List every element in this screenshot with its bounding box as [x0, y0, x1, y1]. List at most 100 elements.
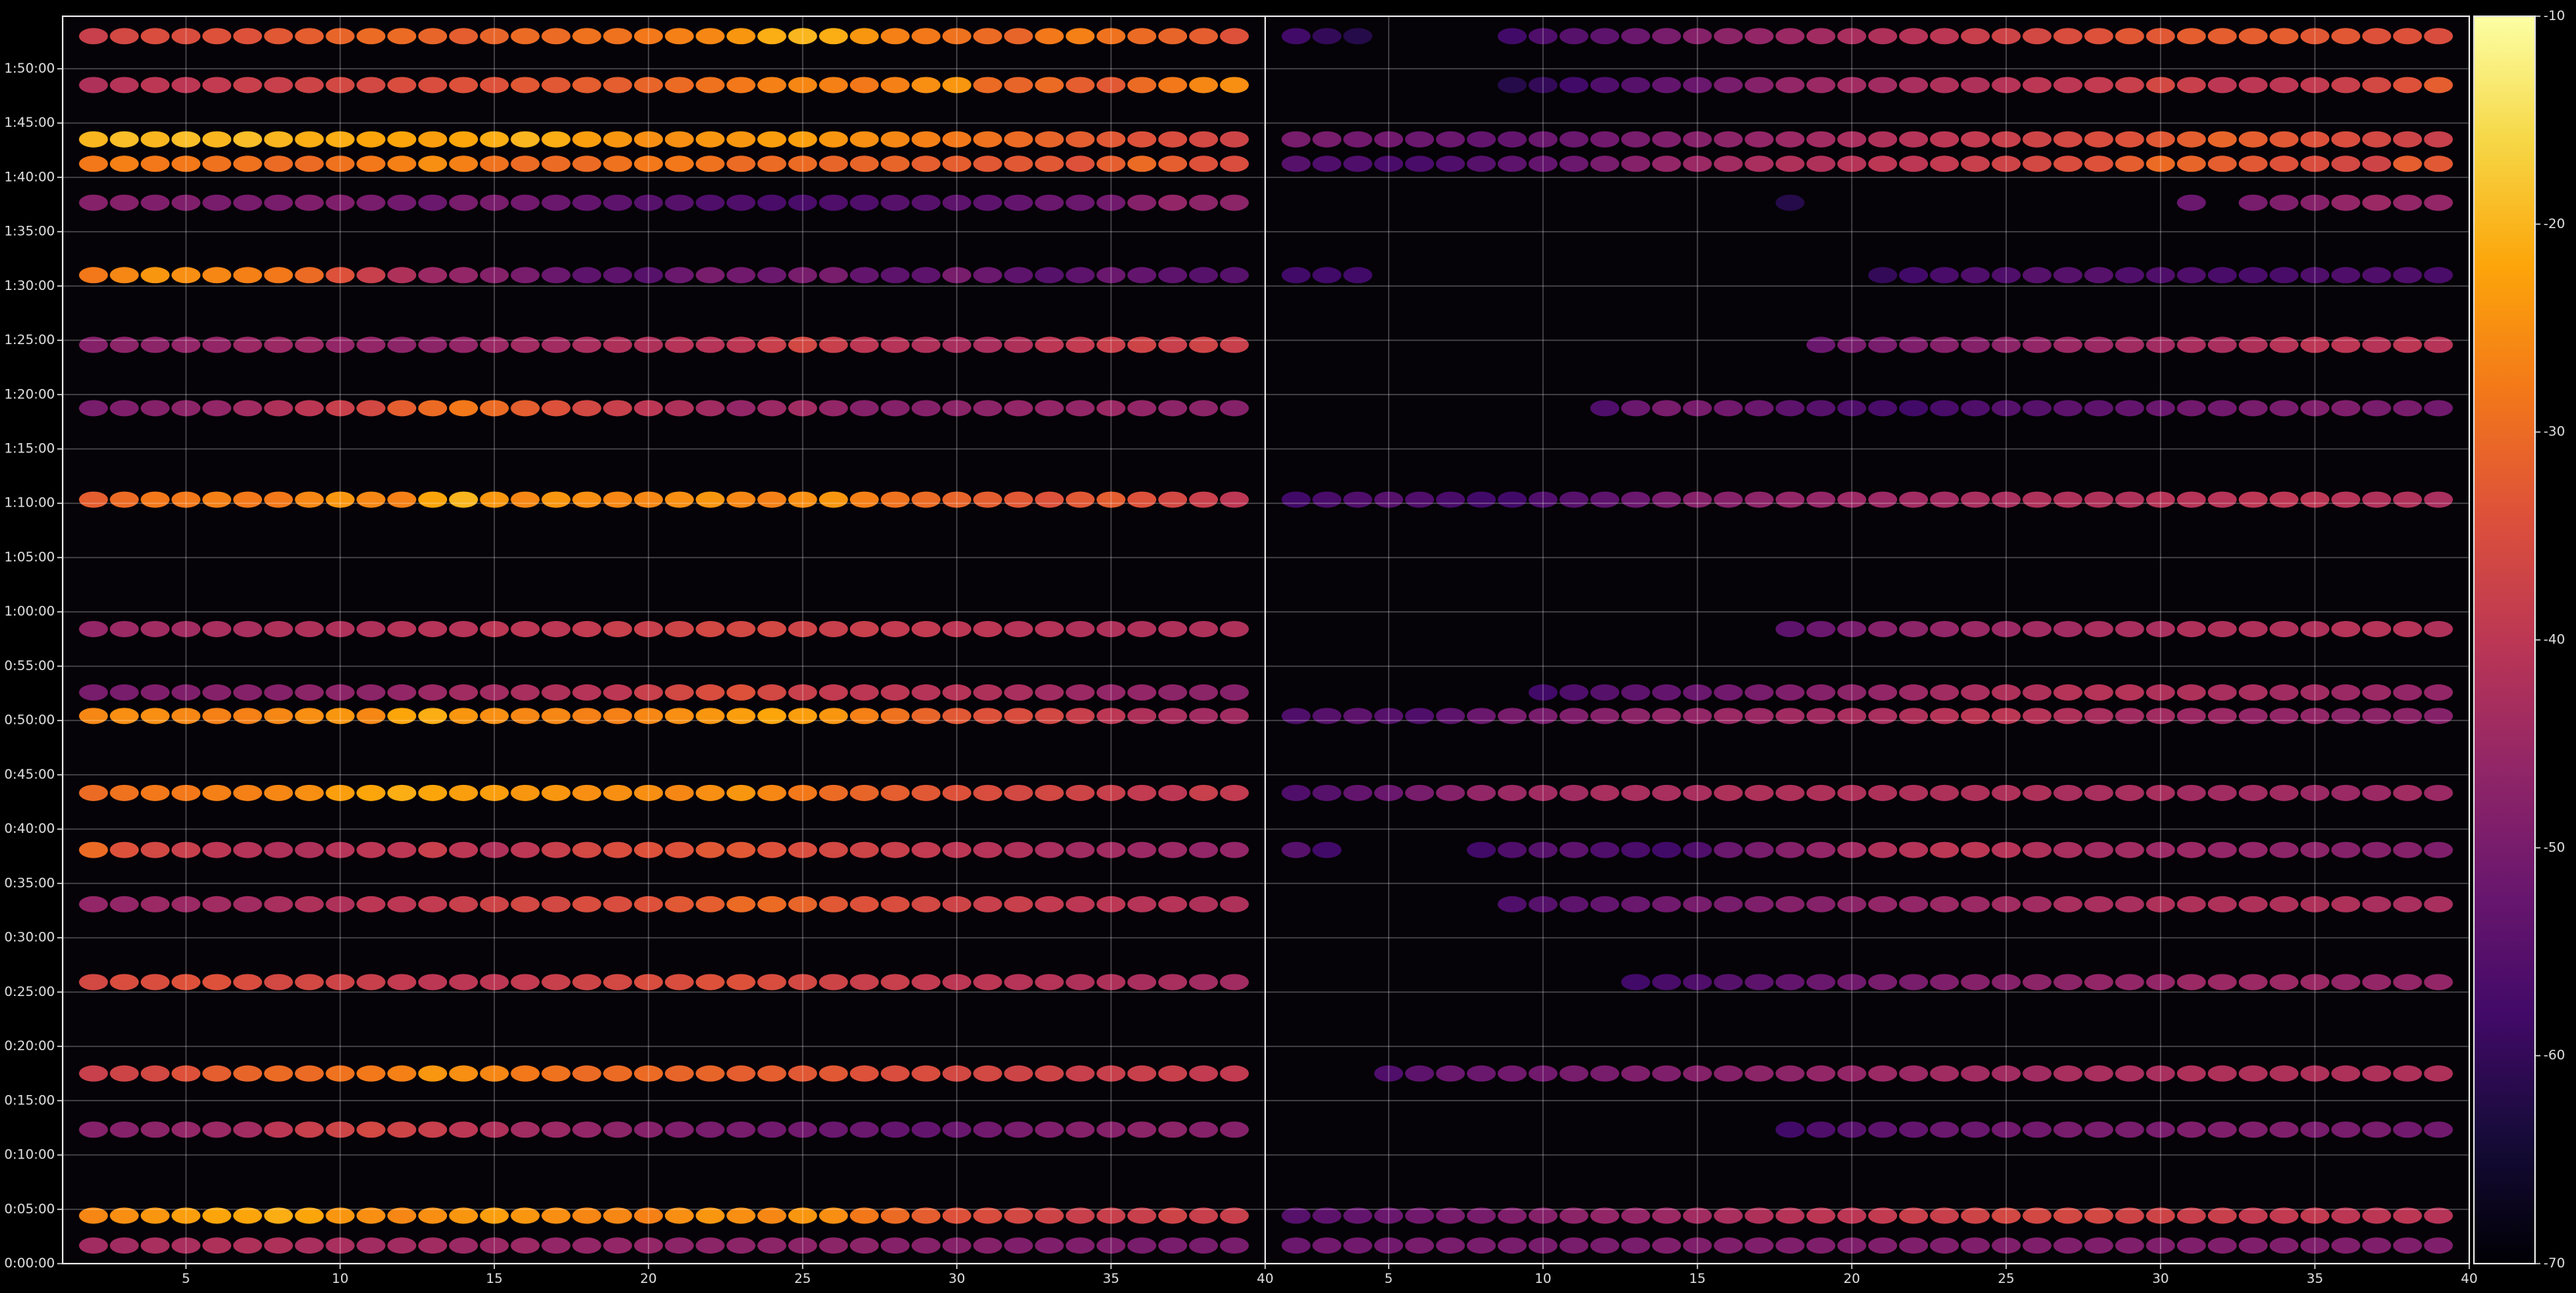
- cell: [788, 131, 817, 148]
- cell: [1096, 28, 1126, 45]
- cell: [79, 1207, 108, 1224]
- cell: [1312, 131, 1342, 148]
- cell: [1683, 77, 1712, 94]
- cell: [1004, 28, 1033, 45]
- cell: [1868, 708, 1898, 725]
- cell: [695, 28, 725, 45]
- cell: [2331, 28, 2361, 45]
- cell: [140, 131, 170, 148]
- cell: [1775, 1207, 1805, 1224]
- cell: [1868, 267, 1898, 284]
- cell: [1528, 784, 1558, 801]
- cell: [1096, 77, 1126, 94]
- cell: [2084, 1121, 2114, 1138]
- cell: [1096, 974, 1126, 991]
- cell: [664, 1237, 694, 1254]
- cell: [326, 1207, 355, 1224]
- cell: [1127, 194, 1157, 211]
- cell: [1621, 1207, 1650, 1224]
- cell: [942, 974, 972, 991]
- cell: [880, 336, 910, 353]
- cell: [418, 1065, 448, 1082]
- cell: [1868, 784, 1898, 801]
- cell: [1806, 1065, 1836, 1082]
- cell: [726, 267, 756, 284]
- cell: [1683, 28, 1712, 45]
- cell: [449, 1237, 479, 1254]
- cell: [757, 896, 786, 913]
- cell: [1929, 267, 1960, 284]
- cell: [449, 77, 479, 94]
- cell: [942, 267, 972, 284]
- cell: [1683, 896, 1712, 913]
- cell: [1004, 194, 1033, 211]
- cell: [2393, 841, 2422, 858]
- cell: [356, 974, 386, 991]
- cell: [2022, 1065, 2052, 1082]
- cell: [171, 708, 201, 725]
- cell: [2176, 155, 2206, 172]
- cell: [1960, 896, 1990, 913]
- cell: [849, 1237, 879, 1254]
- cell: [1991, 684, 2021, 701]
- cell: [1745, 1237, 1774, 1254]
- cell: [1899, 684, 1929, 701]
- cell: [387, 841, 417, 858]
- cell: [326, 974, 355, 991]
- cell: [602, 684, 633, 701]
- cell: [757, 708, 786, 725]
- cell: [1466, 491, 1496, 508]
- cell: [1621, 841, 1650, 858]
- cell: [140, 336, 170, 353]
- cell: [1960, 974, 1990, 991]
- cell: [880, 620, 910, 637]
- colorbar-gradient: [2473, 15, 2536, 1264]
- cell: [1652, 400, 1681, 417]
- cell: [1683, 784, 1712, 801]
- cell: [2146, 784, 2175, 801]
- cell: [1714, 491, 1743, 508]
- cell: [1528, 708, 1558, 725]
- cell: [1991, 620, 2021, 637]
- cell: [79, 491, 108, 508]
- cell: [1497, 28, 1527, 45]
- cell: [326, 708, 355, 725]
- cell: [110, 974, 139, 991]
- cell: [1652, 684, 1681, 701]
- cell: [1096, 620, 1126, 637]
- cell: [202, 77, 232, 94]
- cell: [79, 684, 108, 701]
- cell: [2176, 1237, 2206, 1254]
- cell: [79, 1237, 108, 1254]
- cell: [1312, 155, 1342, 172]
- cell: [140, 974, 170, 991]
- cell: [1004, 491, 1033, 508]
- cell: [1929, 336, 1960, 353]
- cell: [2269, 267, 2299, 284]
- cell: [572, 400, 602, 417]
- cell: [1035, 400, 1064, 417]
- cell: [942, 708, 972, 725]
- x-tick-label: 15: [1689, 1271, 1706, 1287]
- cell: [973, 974, 1002, 991]
- cell: [2393, 155, 2422, 172]
- cell: [849, 491, 879, 508]
- cell: [479, 28, 509, 45]
- cell: [171, 784, 201, 801]
- cell: [140, 684, 170, 701]
- cell: [202, 1207, 232, 1224]
- cell: [1775, 131, 1805, 148]
- cell: [1559, 684, 1588, 701]
- cell: [295, 131, 324, 148]
- colorbar: -70 -60 -50 -40 -30 -20 -10: [2473, 9, 2565, 1271]
- cell: [726, 974, 756, 991]
- cell: [911, 194, 941, 211]
- cell: [2146, 708, 2175, 725]
- cell: [1929, 708, 1960, 725]
- cell: [695, 267, 725, 284]
- cell: [2115, 267, 2144, 284]
- cell: [233, 620, 262, 637]
- cell: [602, 896, 633, 913]
- cell: [1343, 131, 1373, 148]
- cell: [1127, 896, 1157, 913]
